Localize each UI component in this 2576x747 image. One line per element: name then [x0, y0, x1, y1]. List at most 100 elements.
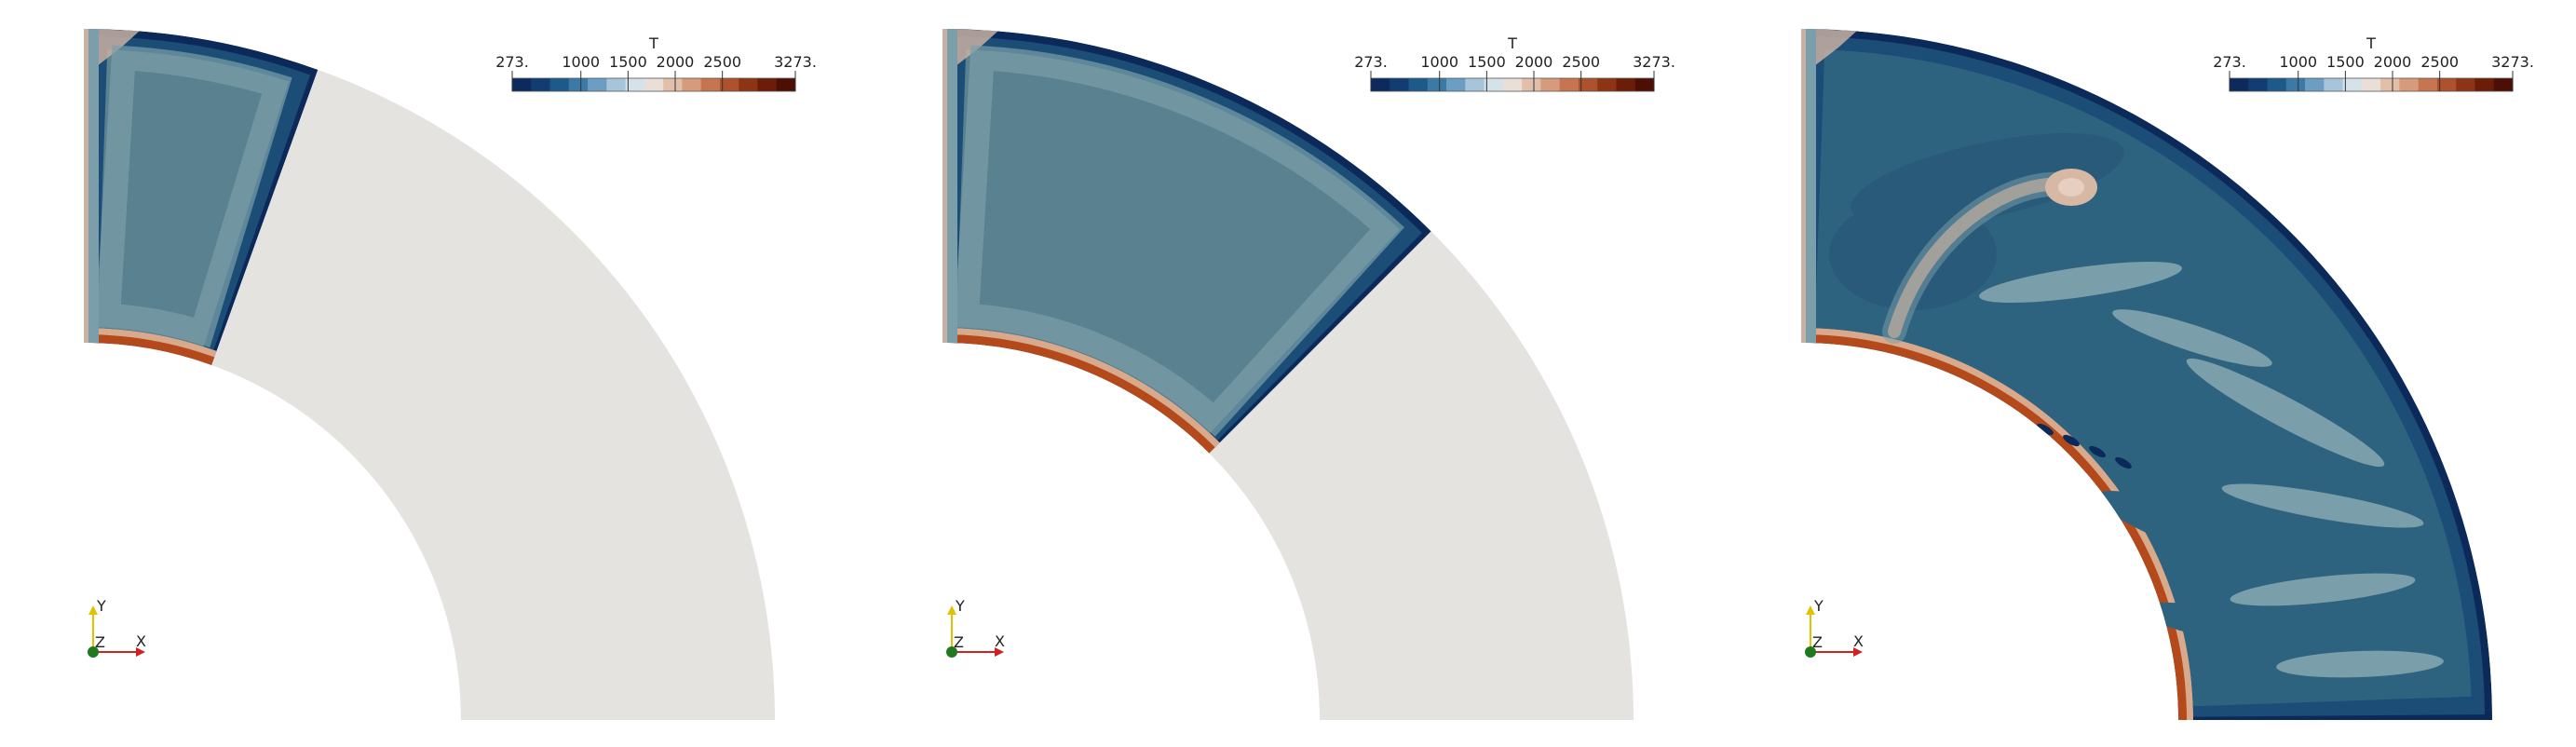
cell-core: [121, 77, 253, 311]
orientation-axes: Y Z X: [88, 597, 146, 658]
colorbar-tick-label: 2000: [657, 53, 695, 71]
colorbar-tick-label: 3273.: [2491, 53, 2534, 71]
colorbar-swatch: [1465, 78, 1485, 91]
colorbar-swatch: [1559, 78, 1579, 91]
colorbar-swatch: [1502, 78, 1523, 91]
cold-droplet: [2063, 434, 2080, 447]
mixing-structure: [2112, 309, 2272, 367]
colorbar-swatch: [2456, 78, 2475, 91]
mixing-structure: [2137, 602, 2340, 652]
colorbar-swatch: [1390, 78, 1410, 91]
colorbar-tick-label: 273.: [2213, 53, 2246, 71]
colorbar-tick-label: 273.: [1354, 53, 1388, 71]
colorbar-swatch: [1408, 78, 1429, 91]
colorbar-swatch: [2380, 78, 2400, 91]
colorbar-swatch: [2342, 78, 2363, 91]
panel-1: T 273. 1000 1500 2000 2500 3273. Y Z X: [84, 29, 817, 720]
axis-z-label: Z: [1812, 633, 1823, 651]
colorbar-swatch: [588, 78, 607, 91]
colorbar: T 273. 1000 1500 2000 2500 3273.: [1354, 34, 1675, 92]
colorbar: T 273. 1000 1500 2000 2500 3273.: [495, 34, 817, 92]
colorbar-swatch: [2285, 78, 2306, 91]
colorbar-swatch: [663, 78, 683, 91]
colorbar-swatch: [625, 78, 645, 91]
colorbar-swatch: [1484, 78, 1504, 91]
panel-3: T 273. 1000 1500 2000 2500 3273. Y Z X: [1801, 29, 2534, 720]
colorbar-tick-label: 2000: [2374, 53, 2412, 71]
axis-y-arrow: [1806, 605, 1815, 615]
panel-2: T 273. 1000 1500 2000 2500 3273. Y Z X: [942, 29, 1675, 720]
axis-y-label: Y: [1813, 597, 1824, 615]
mixing-structure: [2063, 377, 2210, 467]
colorbar-tick-label: 2500: [2420, 53, 2459, 71]
colorbar-swatch: [531, 78, 551, 91]
hot-boundary-layer: [84, 332, 216, 365]
left-wall-edge: [84, 29, 88, 343]
colorbar-swatch: [2248, 78, 2269, 91]
colorbar-tick-label: 1500: [1468, 53, 1506, 71]
colorbar-swatch: [606, 78, 627, 91]
cell-core: [980, 77, 1361, 398]
colorbar-swatch: [2493, 78, 2514, 91]
cold-droplet: [2115, 456, 2132, 469]
colorbar-tick-label: 3273.: [774, 53, 817, 71]
mixing-structure: [2276, 650, 2444, 678]
temperature-field: [942, 29, 1431, 454]
colorbar-swatch: [549, 78, 570, 91]
hot-transition-layer: [84, 328, 217, 358]
colorbar-tick-label: 1000: [562, 53, 600, 71]
colorbar-title: T: [648, 34, 658, 52]
temperature-field: [1801, 29, 2492, 720]
axis-x-arrow: [1853, 647, 1863, 657]
colorbar-swatch: [512, 78, 532, 91]
colorbar-title: T: [1507, 34, 1517, 52]
mixing-structure: [1979, 261, 2182, 304]
mixing-structure: [2230, 573, 2416, 606]
cold-droplet: [1985, 401, 2001, 414]
colorbar-swatch: [644, 78, 664, 91]
colorbar-swatch: [2361, 78, 2381, 91]
orientation-axes: Y Z X: [1805, 597, 1864, 658]
axis-z-label: Z: [954, 633, 964, 651]
colorbar-tick-label: 1000: [2279, 53, 2317, 71]
colorbar-swatch: [1446, 78, 1466, 91]
axis-x-arrow: [136, 647, 145, 657]
colorbar-swatch: [2324, 78, 2344, 91]
colorbar-swatch: [1616, 78, 1636, 91]
colorbar: T 273. 1000 1500 2000 2500 3273.: [2213, 34, 2534, 92]
axis-x-label: X: [1853, 632, 1864, 650]
cold-droplet: [1959, 389, 1975, 402]
colorbar-swatch: [1540, 78, 1561, 91]
colorbar-swatch: [1371, 78, 1390, 91]
colorbar-swatch: [2436, 78, 2457, 91]
colorbar-swatch: [1427, 78, 1447, 91]
orientation-axes: Y Z X: [946, 597, 1005, 658]
plume-head-core: [2058, 178, 2084, 197]
axis-y-label: Y: [96, 597, 106, 615]
colorbar-swatch: [2305, 78, 2325, 91]
axis-z-origin: [88, 646, 99, 658]
colorbar-tick-label: 1500: [609, 53, 647, 71]
plume-halo: [1882, 171, 2074, 344]
colorbar-swatch: [2399, 78, 2420, 91]
mixing-structure: [2186, 358, 2385, 468]
colorbar-swatch: [2418, 78, 2438, 91]
colorbar-swatch: [1597, 78, 1617, 91]
convective-interior: [1814, 49, 2472, 707]
colorbar-tick-label: 2000: [1515, 53, 1553, 71]
colorbar-tick-label: 1000: [1420, 53, 1458, 71]
axis-z-origin: [946, 646, 957, 658]
cold-droplet: [2089, 445, 2106, 458]
colorbar-swatch: [2230, 78, 2249, 91]
mixing-structure: [2221, 483, 2424, 528]
cell-rim: [95, 45, 292, 348]
axis-y-label: Y: [955, 597, 965, 615]
axis-x-label: X: [136, 632, 146, 650]
colorbar-tick-label: 2500: [1562, 53, 1600, 71]
axis-z-origin: [1805, 646, 1816, 658]
temperature-field: [84, 29, 319, 365]
left-wall-edge: [942, 29, 947, 343]
colorbar-swatch: [776, 78, 796, 91]
cold-droplet: [2037, 423, 2054, 436]
hot-boundary-layer: [942, 332, 1217, 454]
